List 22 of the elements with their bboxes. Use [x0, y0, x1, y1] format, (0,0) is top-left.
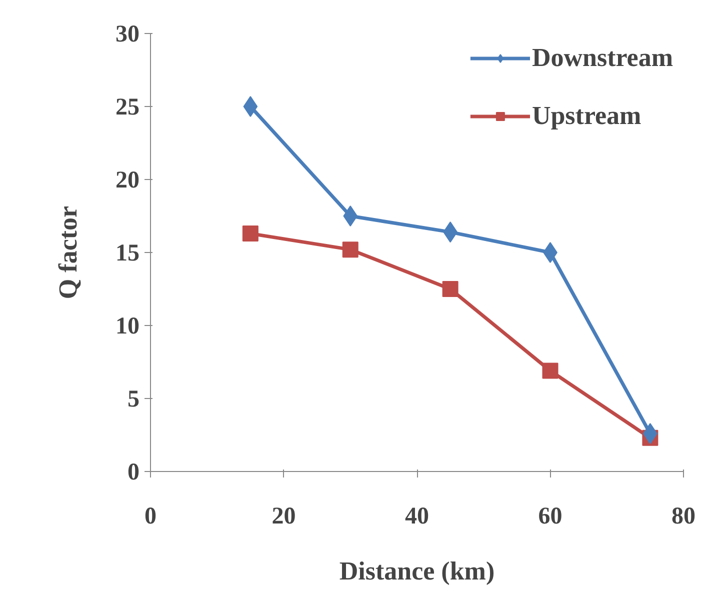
- x-tick-label: 0: [144, 504, 156, 530]
- y-tick-label: 15: [116, 240, 140, 266]
- legend-label: Downstream: [532, 43, 673, 73]
- x-tick-label: 60: [538, 504, 562, 530]
- x-tick-label: 80: [672, 504, 696, 530]
- y-tick-label: 30: [116, 22, 140, 48]
- point: [242, 226, 258, 242]
- y-axis-title: Q factor: [54, 206, 82, 300]
- y-tick-label: 25: [116, 94, 140, 120]
- point: [243, 96, 258, 117]
- x-tick-label: 20: [272, 504, 296, 530]
- x-axis-title: Distance (km): [339, 556, 495, 586]
- y-tick-label: 5: [128, 386, 140, 412]
- legend-label: Upstream: [532, 101, 642, 131]
- x-tick-label: 40: [405, 504, 429, 530]
- y-tick-label: 0: [128, 460, 140, 486]
- point: [343, 206, 358, 226]
- point: [542, 362, 558, 379]
- y-tick-label: 20: [116, 168, 140, 194]
- point: [442, 281, 458, 297]
- point: [342, 242, 358, 258]
- y-tick-label: 10: [116, 314, 140, 340]
